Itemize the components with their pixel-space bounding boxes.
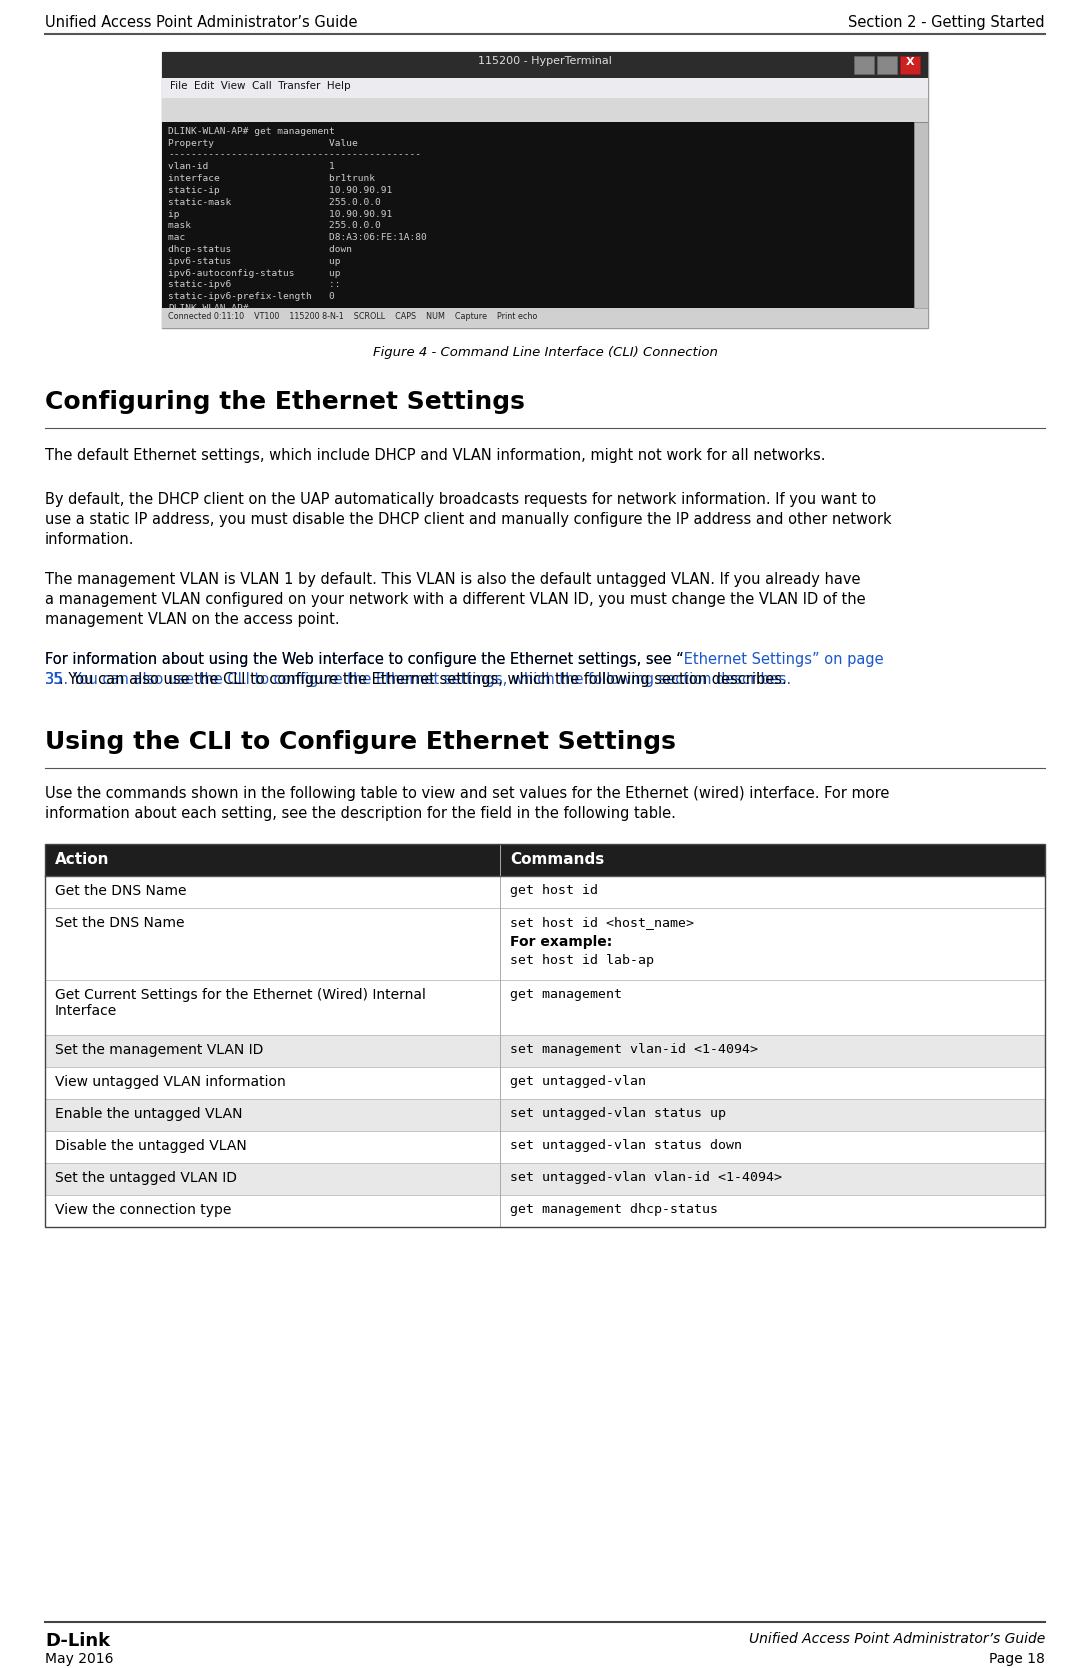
Text: get untagged-vlan: get untagged-vlan xyxy=(510,1074,646,1088)
Text: set host id lab-ap: set host id lab-ap xyxy=(510,954,654,967)
Text: static-mask                 255.0.0.0: static-mask 255.0.0.0 xyxy=(168,198,380,207)
Bar xyxy=(900,57,920,73)
Text: information about each setting, see the description for the field in the followi: information about each setting, see the … xyxy=(45,806,676,821)
Text: Set the DNS Name: Set the DNS Name xyxy=(54,916,184,931)
Text: 35: 35 xyxy=(45,672,63,687)
Text: X: X xyxy=(906,57,915,67)
Bar xyxy=(915,122,928,309)
Bar xyxy=(45,1131,1045,1163)
Text: Commands: Commands xyxy=(510,852,604,867)
Text: Disable the untagged VLAN: Disable the untagged VLAN xyxy=(54,1139,246,1153)
Text: Set the untagged VLAN ID: Set the untagged VLAN ID xyxy=(54,1171,237,1184)
Text: use a static IP address, you must disable the DHCP client and manually configure: use a static IP address, you must disabl… xyxy=(45,512,892,527)
Text: --------------------------------------------: ----------------------------------------… xyxy=(168,150,421,160)
Text: Page 18: Page 18 xyxy=(989,1651,1045,1666)
Text: management VLAN on the access point.: management VLAN on the access point. xyxy=(45,612,340,627)
Text: Configuring the Ethernet Settings: Configuring the Ethernet Settings xyxy=(45,390,525,414)
Bar xyxy=(45,1068,1045,1099)
Text: DLINK-WLAN-AP#: DLINK-WLAN-AP# xyxy=(168,304,249,314)
Bar xyxy=(45,844,1045,876)
Text: Connected 0:11:10    VT100    115200 8-N-1    SCROLL    CAPS    NUM    Capture  : Connected 0:11:10 VT100 115200 8-N-1 SCR… xyxy=(168,312,537,320)
Text: set untagged-vlan status up: set untagged-vlan status up xyxy=(510,1108,726,1119)
Text: get management: get management xyxy=(510,987,622,1001)
Text: Get Current Settings for the Ethernet (Wired) Internal
Interface: Get Current Settings for the Ethernet (W… xyxy=(54,987,426,1017)
Text: static-ipv6-prefix-length   0: static-ipv6-prefix-length 0 xyxy=(168,292,335,302)
Text: For example:: For example: xyxy=(510,936,613,949)
Text: set untagged-vlan status down: set untagged-vlan status down xyxy=(510,1139,742,1153)
Text: set untagged-vlan vlan-id <1-4094>: set untagged-vlan vlan-id <1-4094> xyxy=(510,1171,782,1184)
Text: For information about using the Web interface to configure the Ethernet settings: For information about using the Web inte… xyxy=(45,652,683,667)
Text: Using the CLI to Configure Ethernet Settings: Using the CLI to Configure Ethernet Sett… xyxy=(45,731,676,754)
Text: The default Ethernet settings, which include DHCP and VLAN information, might no: The default Ethernet settings, which inc… xyxy=(45,449,825,464)
Bar xyxy=(162,98,928,122)
Text: vlan-id                     1: vlan-id 1 xyxy=(168,162,335,172)
Text: View untagged VLAN information: View untagged VLAN information xyxy=(54,1074,286,1089)
Text: get host id: get host id xyxy=(510,884,598,897)
Text: D-Link: D-Link xyxy=(45,1631,110,1650)
Bar xyxy=(877,57,897,73)
Bar xyxy=(45,907,1045,981)
Text: mac                         D8:A3:06:FE:1A:80: mac D8:A3:06:FE:1A:80 xyxy=(168,234,427,242)
Text: ip                          10.90.90.91: ip 10.90.90.91 xyxy=(168,210,392,219)
Bar xyxy=(162,52,928,329)
Text: ipv6-status                 up: ipv6-status up xyxy=(168,257,340,265)
Bar xyxy=(45,981,1045,1036)
Bar xyxy=(45,844,1045,1228)
Text: May 2016: May 2016 xyxy=(45,1651,113,1666)
Text: static-ipv6                 ::: static-ipv6 :: xyxy=(168,280,340,290)
Text: Use the commands shown in the following table to view and set values for the Eth: Use the commands shown in the following … xyxy=(45,786,889,801)
Text: set host id <host_name>: set host id <host_name> xyxy=(510,916,694,929)
Bar xyxy=(45,876,1045,907)
Text: Unified Access Point Administrator’s Guide: Unified Access Point Administrator’s Gui… xyxy=(45,15,358,30)
Text: interface                   br1trunk: interface br1trunk xyxy=(168,173,375,183)
Text: For information about using the Web interface to configure the Ethernet settings: For information about using the Web inte… xyxy=(45,652,884,667)
Text: dhcp-status                 down: dhcp-status down xyxy=(168,245,352,254)
Bar xyxy=(45,1194,1045,1228)
Text: set management vlan-id <1-4094>: set management vlan-id <1-4094> xyxy=(510,1042,758,1056)
Bar xyxy=(45,1036,1045,1068)
Text: By default, the DHCP client on the UAP automatically broadcasts requests for net: By default, the DHCP client on the UAP a… xyxy=(45,492,876,507)
Bar xyxy=(162,52,928,78)
Text: 35. You can also use the CLI to configure the Ethernet settings, which the follo: 35. You can also use the CLI to configur… xyxy=(45,672,791,687)
Text: Section 2 - Getting Started: Section 2 - Getting Started xyxy=(848,15,1045,30)
Text: static-ip                   10.90.90.91: static-ip 10.90.90.91 xyxy=(168,187,392,195)
Bar xyxy=(162,78,928,98)
Text: a management VLAN configured on your network with a different VLAN ID, you must : a management VLAN configured on your net… xyxy=(45,592,865,607)
Text: Unified Access Point Administrator’s Guide: Unified Access Point Administrator’s Gui… xyxy=(749,1631,1045,1646)
Bar xyxy=(162,309,928,329)
Text: Get the DNS Name: Get the DNS Name xyxy=(54,884,186,897)
Bar xyxy=(162,122,928,309)
Text: View the connection type: View the connection type xyxy=(54,1203,231,1218)
Bar xyxy=(45,1163,1045,1194)
Text: Set the management VLAN ID: Set the management VLAN ID xyxy=(54,1042,264,1058)
Text: 115200 - HyperTerminal: 115200 - HyperTerminal xyxy=(479,57,611,67)
Text: DLINK-WLAN-AP# get management: DLINK-WLAN-AP# get management xyxy=(168,127,335,137)
Text: Action: Action xyxy=(54,852,109,867)
Text: Enable the untagged VLAN: Enable the untagged VLAN xyxy=(54,1108,242,1121)
Text: ipv6-autoconfig-status      up: ipv6-autoconfig-status up xyxy=(168,269,340,277)
Text: mask                        255.0.0.0: mask 255.0.0.0 xyxy=(168,222,380,230)
Text: get management dhcp-status: get management dhcp-status xyxy=(510,1203,718,1216)
Text: The management VLAN is VLAN 1 by default. This VLAN is also the default untagged: The management VLAN is VLAN 1 by default… xyxy=(45,572,860,587)
Bar xyxy=(45,1099,1045,1131)
Text: File  Edit  View  Call  Transfer  Help: File Edit View Call Transfer Help xyxy=(170,82,351,92)
Text: information.: information. xyxy=(45,532,134,547)
Text: . You can also use the CLI to configure the Ethernet settings, which the followi: . You can also use the CLI to configure … xyxy=(59,672,787,687)
Text: Figure 4 - Command Line Interface (CLI) Connection: Figure 4 - Command Line Interface (CLI) … xyxy=(373,345,717,359)
Bar xyxy=(853,57,874,73)
Text: Property                    Value: Property Value xyxy=(168,138,358,148)
